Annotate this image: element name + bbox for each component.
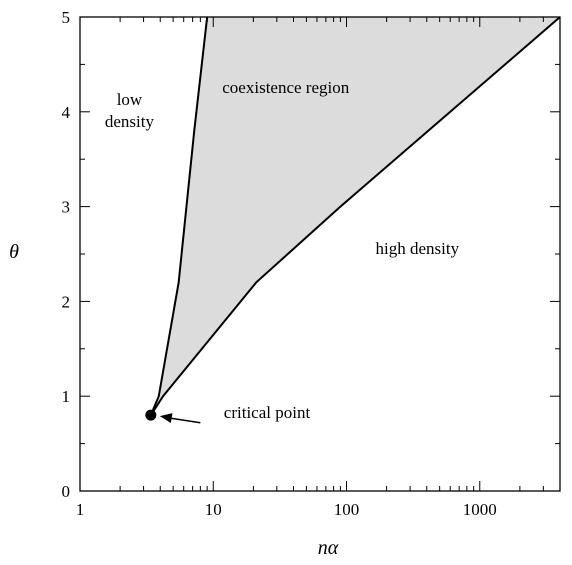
y-tick-label: 0 xyxy=(62,482,71,501)
y-axis-label: θ xyxy=(9,241,19,263)
region-label: low xyxy=(117,90,143,109)
annotation-arrow-head xyxy=(159,413,173,424)
x-axis-label: nα xyxy=(318,537,339,559)
coexistence-region-fill xyxy=(150,17,560,416)
y-tick-label: 3 xyxy=(62,198,71,217)
low-density-boundary-line xyxy=(149,16,209,416)
region-label: density xyxy=(105,112,155,131)
y-tick-label: 1 xyxy=(62,387,71,406)
x-tick-label: 10 xyxy=(205,500,222,519)
y-tick-label: 2 xyxy=(62,292,71,311)
critical-point-marker xyxy=(145,409,157,421)
region-label: high density xyxy=(376,239,460,258)
x-tick-label: 1000 xyxy=(463,500,497,519)
critical-point-label: critical point xyxy=(224,403,311,422)
annotation-arrow-line xyxy=(167,417,201,424)
y-tick-label: 4 xyxy=(62,103,71,122)
x-tick-label: 1 xyxy=(76,500,85,519)
high-density-boundary-line xyxy=(149,16,561,416)
y-tick-label: 5 xyxy=(62,8,71,27)
x-tick-label: 100 xyxy=(334,500,360,519)
region-label: coexistence region xyxy=(222,78,349,97)
